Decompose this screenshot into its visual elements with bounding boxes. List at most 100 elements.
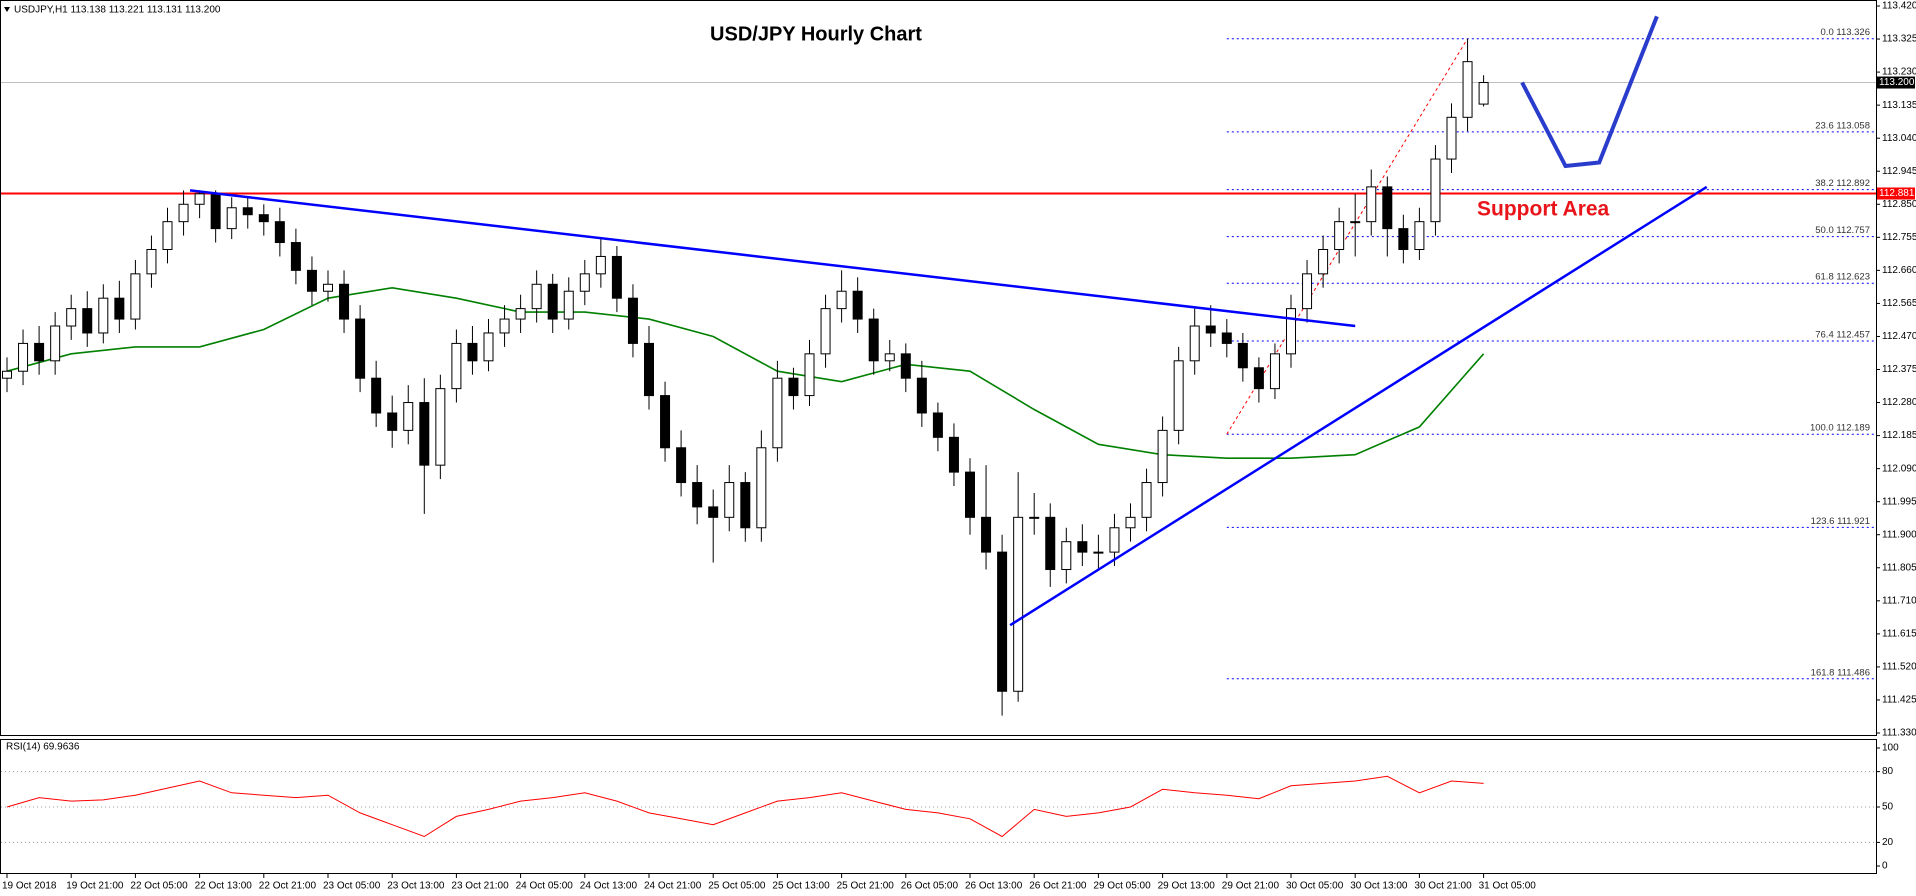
candle-body xyxy=(355,318,366,379)
x-tick-label: 19 Oct 21:00 xyxy=(66,881,124,892)
rsi-line xyxy=(6,775,1484,838)
main-panel xyxy=(0,0,1877,736)
x-tick-label: 25 Oct 13:00 xyxy=(772,881,830,892)
price-box-label: 112.881 xyxy=(1879,188,1915,199)
candle-body xyxy=(1093,551,1104,554)
candle-body xyxy=(916,377,927,414)
candle-body xyxy=(644,342,654,397)
trendline xyxy=(189,189,1356,328)
y-tick-label: 111.710 xyxy=(1882,595,1916,606)
candle-body xyxy=(740,482,751,529)
candle-body xyxy=(1478,82,1489,105)
x-tick-label: 25 Oct 05:00 xyxy=(708,881,766,892)
rsi-label: RSI(14) 69.9636 xyxy=(6,742,80,753)
y-tick-label: 112.375 xyxy=(1882,364,1916,375)
candle-body xyxy=(403,402,414,431)
x-tick-label: 31 Oct 05:00 xyxy=(1479,881,1537,892)
y-tick-label: 113.325 xyxy=(1882,34,1916,45)
x-tick-label: 30 Oct 21:00 xyxy=(1414,881,1472,892)
candle-body xyxy=(579,273,590,292)
candle-body xyxy=(1350,221,1361,224)
candle-body xyxy=(290,242,301,271)
candle-body xyxy=(1125,516,1136,529)
candle-body xyxy=(820,308,831,355)
candle-body xyxy=(611,255,622,299)
candle-body xyxy=(708,506,719,518)
y-tick-label: 112.280 xyxy=(1882,397,1916,408)
candle-body xyxy=(483,332,494,362)
fib-label: 23.6 113.058 xyxy=(1815,120,1870,131)
y-tick-label: 111.615 xyxy=(1882,629,1916,640)
candle-body xyxy=(900,353,911,379)
y-tick-label: 20 xyxy=(1882,837,1894,848)
candle-body xyxy=(531,283,542,310)
x-tick-label: 29 Oct 13:00 xyxy=(1158,881,1216,892)
candle-body xyxy=(692,482,703,508)
fib-label: 61.8 112.623 xyxy=(1815,272,1870,283)
candle-body xyxy=(1366,186,1377,223)
x-tick-label: 29 Oct 05:00 xyxy=(1093,881,1151,892)
candle-body xyxy=(1061,541,1072,571)
candle-body xyxy=(451,342,462,390)
candle-body xyxy=(242,207,253,216)
x-tick-label: 23 Oct 21:00 xyxy=(451,881,509,892)
candle-body xyxy=(18,342,29,372)
candle-body xyxy=(210,193,221,230)
x-tick-label: 19 Oct 2018 xyxy=(2,881,57,892)
y-tick-label: 113.135 xyxy=(1882,100,1916,111)
annotation: Support Area xyxy=(1477,198,1610,221)
candle-body xyxy=(339,283,350,320)
y-tick-label: 0 xyxy=(1882,861,1888,872)
y-tick-label: 100 xyxy=(1882,743,1899,754)
y-tick-label: 111.425 xyxy=(1882,695,1916,706)
y-tick-label: 112.470 xyxy=(1882,331,1916,342)
x-tick-label: 29 Oct 21:00 xyxy=(1222,881,1280,892)
projection-path xyxy=(1520,15,1659,169)
candle-body xyxy=(981,516,992,553)
candle-body xyxy=(884,353,895,362)
candle-body xyxy=(547,283,558,320)
candle-body xyxy=(274,221,285,244)
candle-body xyxy=(1414,221,1425,250)
y-tick-label: 113.040 xyxy=(1882,133,1916,144)
candle-body xyxy=(371,377,382,414)
x-tick-label: 22 Oct 13:00 xyxy=(195,881,253,892)
fib-label: 0.0 113.326 xyxy=(1821,27,1870,38)
candle-body xyxy=(130,273,141,320)
candle-body xyxy=(1286,308,1296,355)
candle-body xyxy=(306,269,317,292)
moving-average xyxy=(6,286,1485,460)
candle-body xyxy=(676,447,687,484)
candle-body xyxy=(804,353,815,397)
candle-body xyxy=(82,308,93,334)
y-tick-label: 113.230 xyxy=(1882,67,1916,78)
fib-label: 38.2 112.892 xyxy=(1815,178,1870,189)
candle-body xyxy=(34,342,45,362)
y-tick-label: 112.185 xyxy=(1882,430,1916,441)
candle-body xyxy=(836,290,847,310)
candle-body xyxy=(178,203,189,223)
candle-body xyxy=(50,325,61,362)
x-tick-label: 23 Oct 05:00 xyxy=(323,881,381,892)
candle-body xyxy=(1382,186,1393,230)
y-tick-label: 111.520 xyxy=(1882,662,1916,673)
fib-label: 100.0 112.189 xyxy=(1810,423,1870,434)
y-tick-label: 112.850 xyxy=(1882,199,1916,210)
candle-body xyxy=(1446,116,1457,160)
candle-body xyxy=(499,318,510,334)
candle-body xyxy=(162,221,173,250)
candle-body xyxy=(1205,325,1216,334)
fib-label: 161.8 111.486 xyxy=(1811,667,1870,678)
candle-body xyxy=(1253,367,1264,390)
candle-body xyxy=(435,388,446,466)
candle-body xyxy=(1462,61,1473,118)
candle-body xyxy=(66,308,77,327)
y-tick-label: 80 xyxy=(1882,766,1894,777)
candle-body xyxy=(932,412,943,438)
price-box xyxy=(1877,187,1915,200)
candle-body xyxy=(1237,342,1248,369)
candle-body xyxy=(948,436,959,473)
price-box xyxy=(1877,76,1915,89)
candle-body xyxy=(595,255,606,275)
